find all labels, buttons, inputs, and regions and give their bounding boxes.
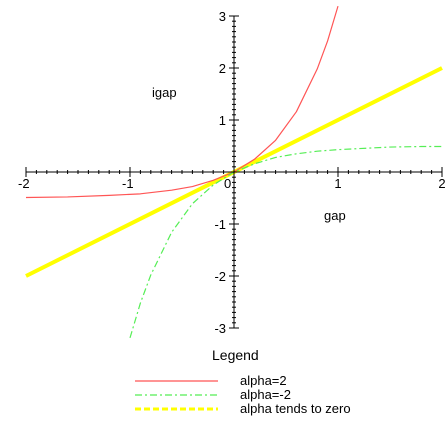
series-line-alpha-2 bbox=[129, 145, 442, 339]
y-axis-label: igap bbox=[152, 85, 177, 100]
x-tick-label: 2 bbox=[438, 176, 445, 191]
axes: -2 -1 0 1 2 -3 -2 -1 1 2 3 bbox=[18, 9, 446, 336]
legend-title: Legend bbox=[212, 347, 259, 363]
y-tick-label: -1 bbox=[214, 217, 226, 232]
x-tick-label: -2 bbox=[18, 176, 30, 191]
y-tick-label: 1 bbox=[219, 113, 226, 128]
legend-label: alpha=2 bbox=[240, 373, 287, 388]
x-ticks: -2 -1 0 1 2 bbox=[18, 167, 446, 191]
y-tick-label: -3 bbox=[214, 321, 226, 336]
y-tick-label: 2 bbox=[219, 61, 226, 76]
y-tick-label: 3 bbox=[219, 9, 226, 24]
minor-ticks bbox=[25, 15, 443, 329]
series-line-alpha-2 bbox=[25, 5, 339, 199]
x-tick-label: 1 bbox=[334, 176, 341, 191]
x-tick-label: -1 bbox=[122, 176, 134, 191]
x-tick-label: 0 bbox=[224, 176, 231, 191]
y-ticks: -3 -2 -1 1 2 3 bbox=[214, 9, 239, 336]
legend-label: alpha tends to zero bbox=[240, 401, 351, 416]
x-axis-label: gap bbox=[324, 208, 346, 223]
legend-label: alpha=-2 bbox=[240, 387, 291, 402]
y-tick-label: -2 bbox=[214, 269, 226, 284]
